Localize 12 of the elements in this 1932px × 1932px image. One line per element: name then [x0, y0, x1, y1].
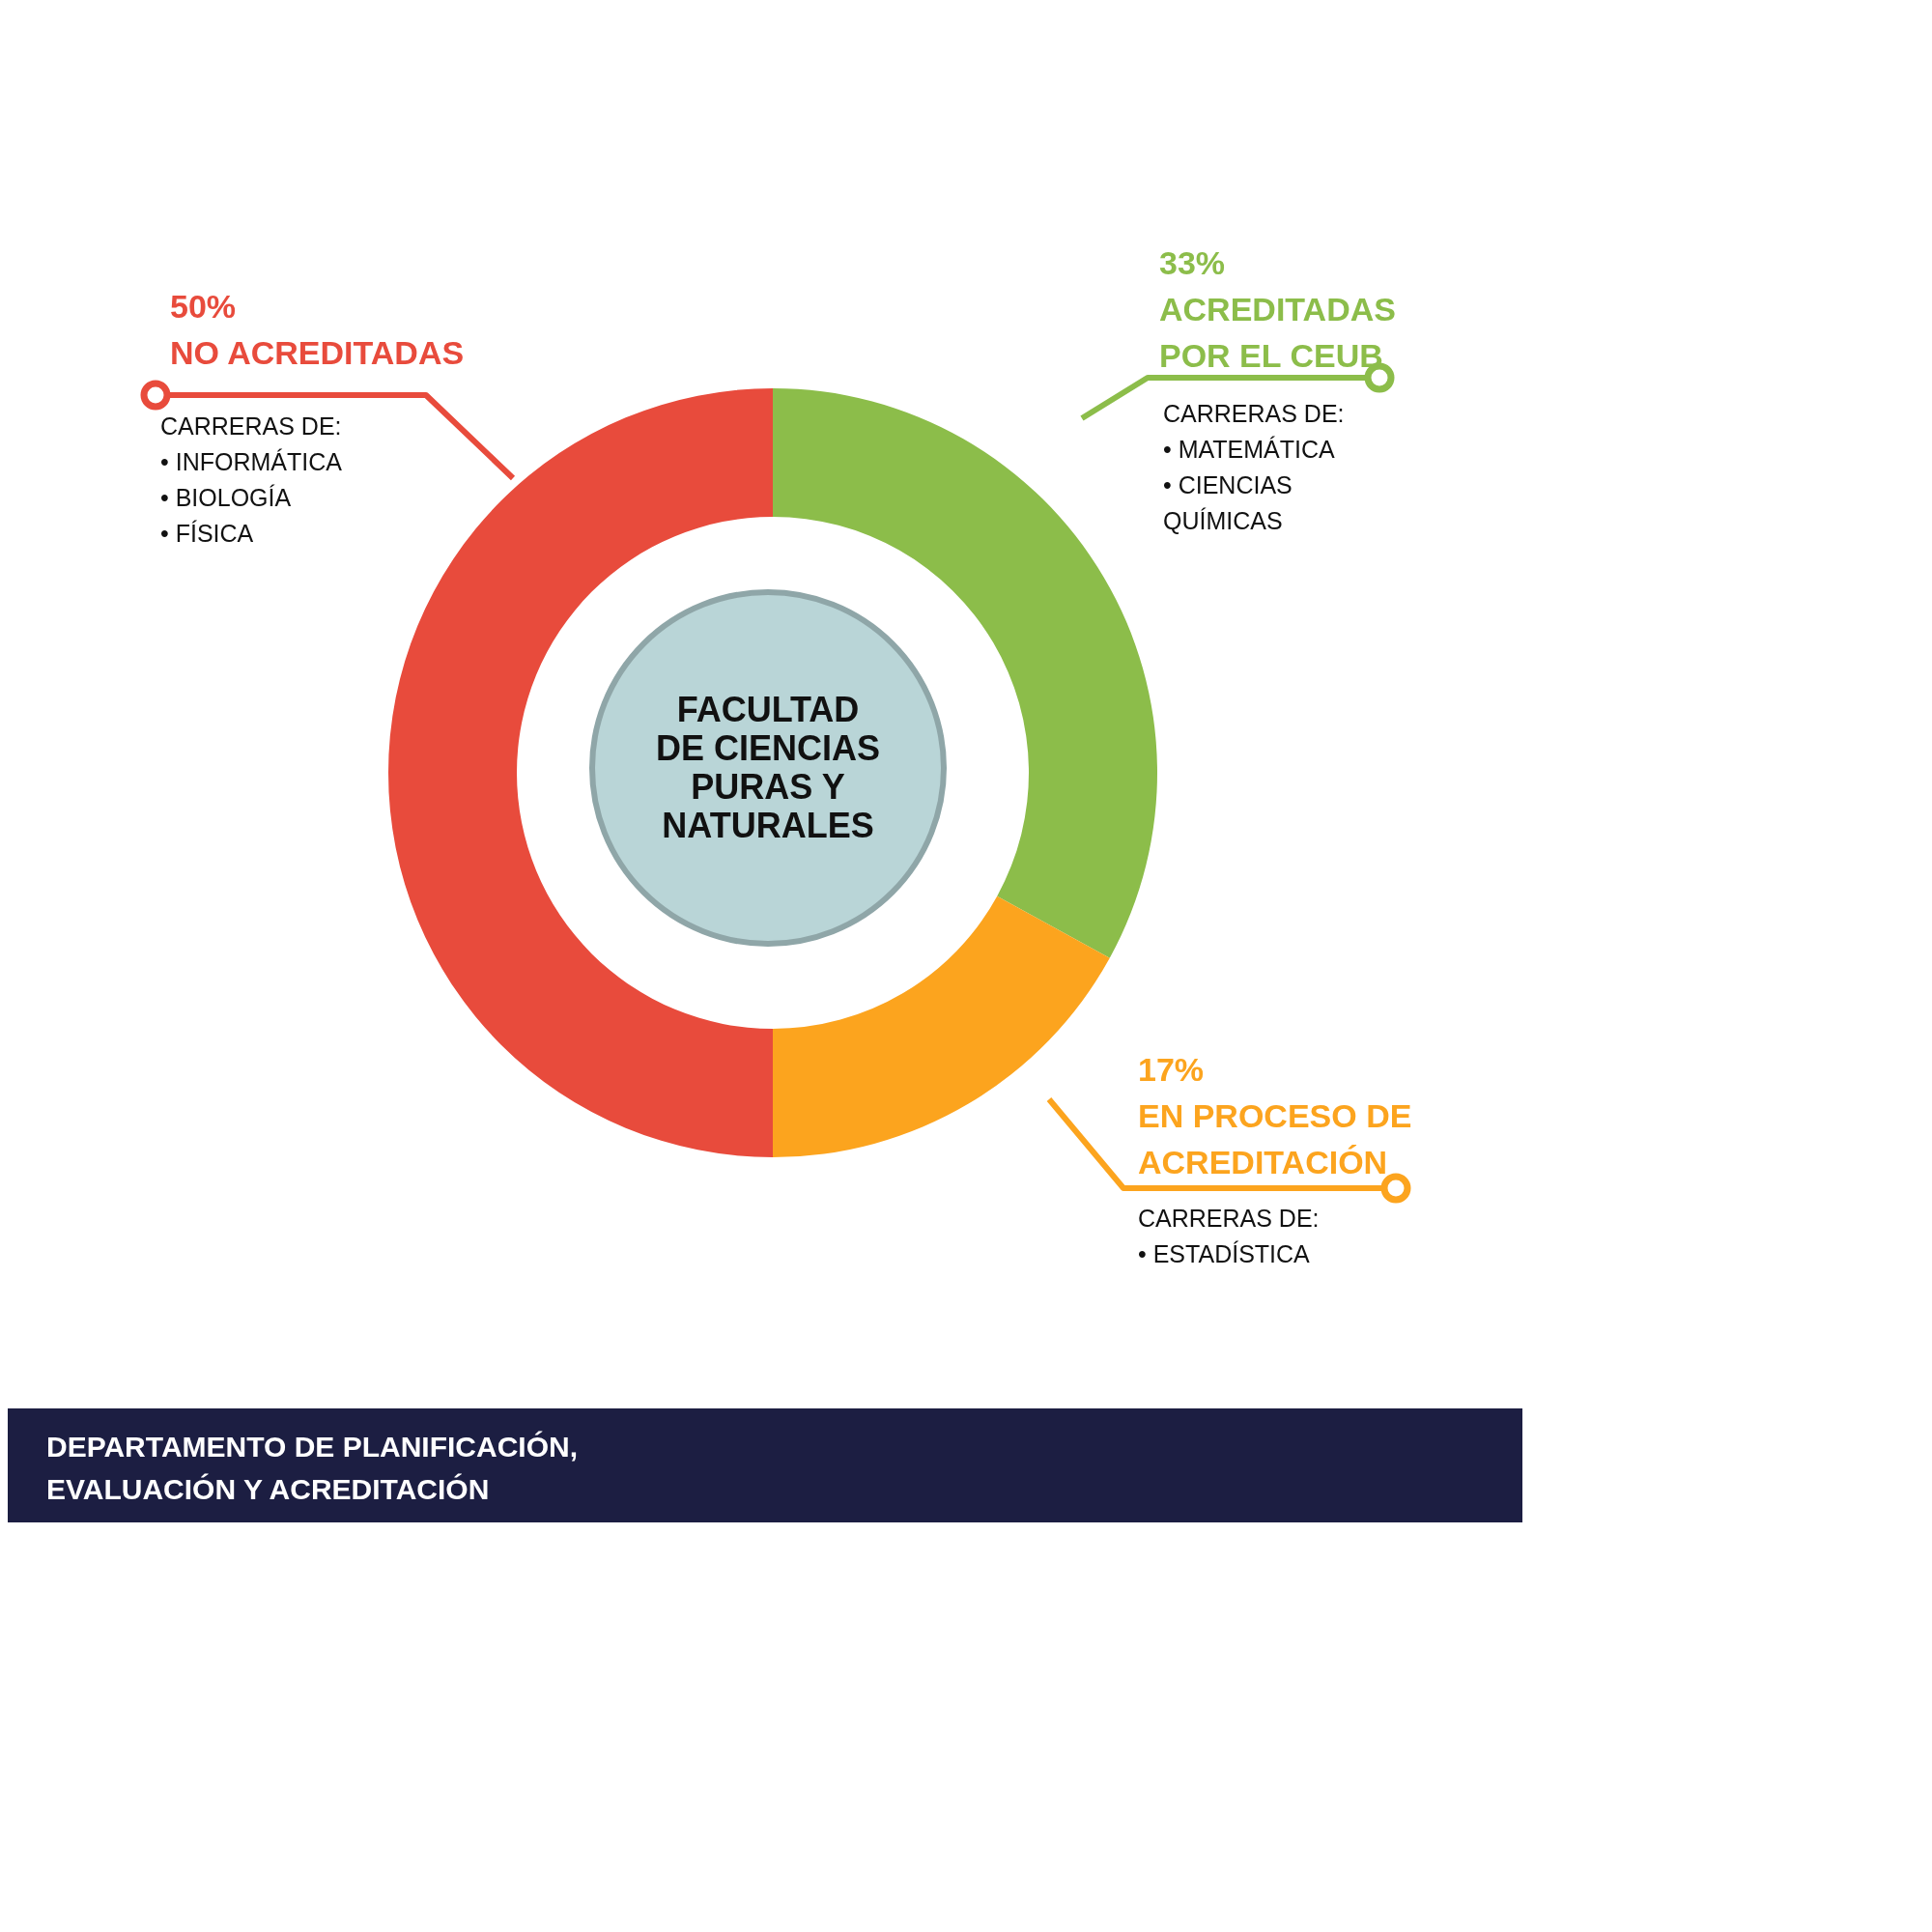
data-label: 50%	[170, 287, 238, 327]
data-label: 33%	[1159, 243, 1227, 283]
slice-label: NO ACREDITADAS	[170, 333, 466, 373]
slice-label: EN PROCESO DE ACREDITACIÓN	[1138, 1096, 1413, 1182]
text: DEPARTAMENTO DE PLANIFICACIÓN, EVALUACIÓN Y ACREDITACIÓN	[46, 1430, 579, 1507]
text: CARRERAS DE: • INFORMÁTICA • BIOLOGÍA • FÍSICA	[160, 412, 342, 549]
text: CARRERAS DE: • MATEMÁTICA • CIENCIAS QUÍMICAS	[1163, 399, 1345, 536]
text: FACULTAD DE CIENCIAS PURAS Y NATURALES	[655, 690, 881, 845]
slice-label: ACREDITADAS POR EL CEUB	[1159, 290, 1397, 376]
text: CARRERAS DE: • ESTADÍSTICA	[1138, 1204, 1320, 1269]
donut-slice	[773, 895, 1110, 1157]
data-label: 17%	[1138, 1050, 1206, 1090]
